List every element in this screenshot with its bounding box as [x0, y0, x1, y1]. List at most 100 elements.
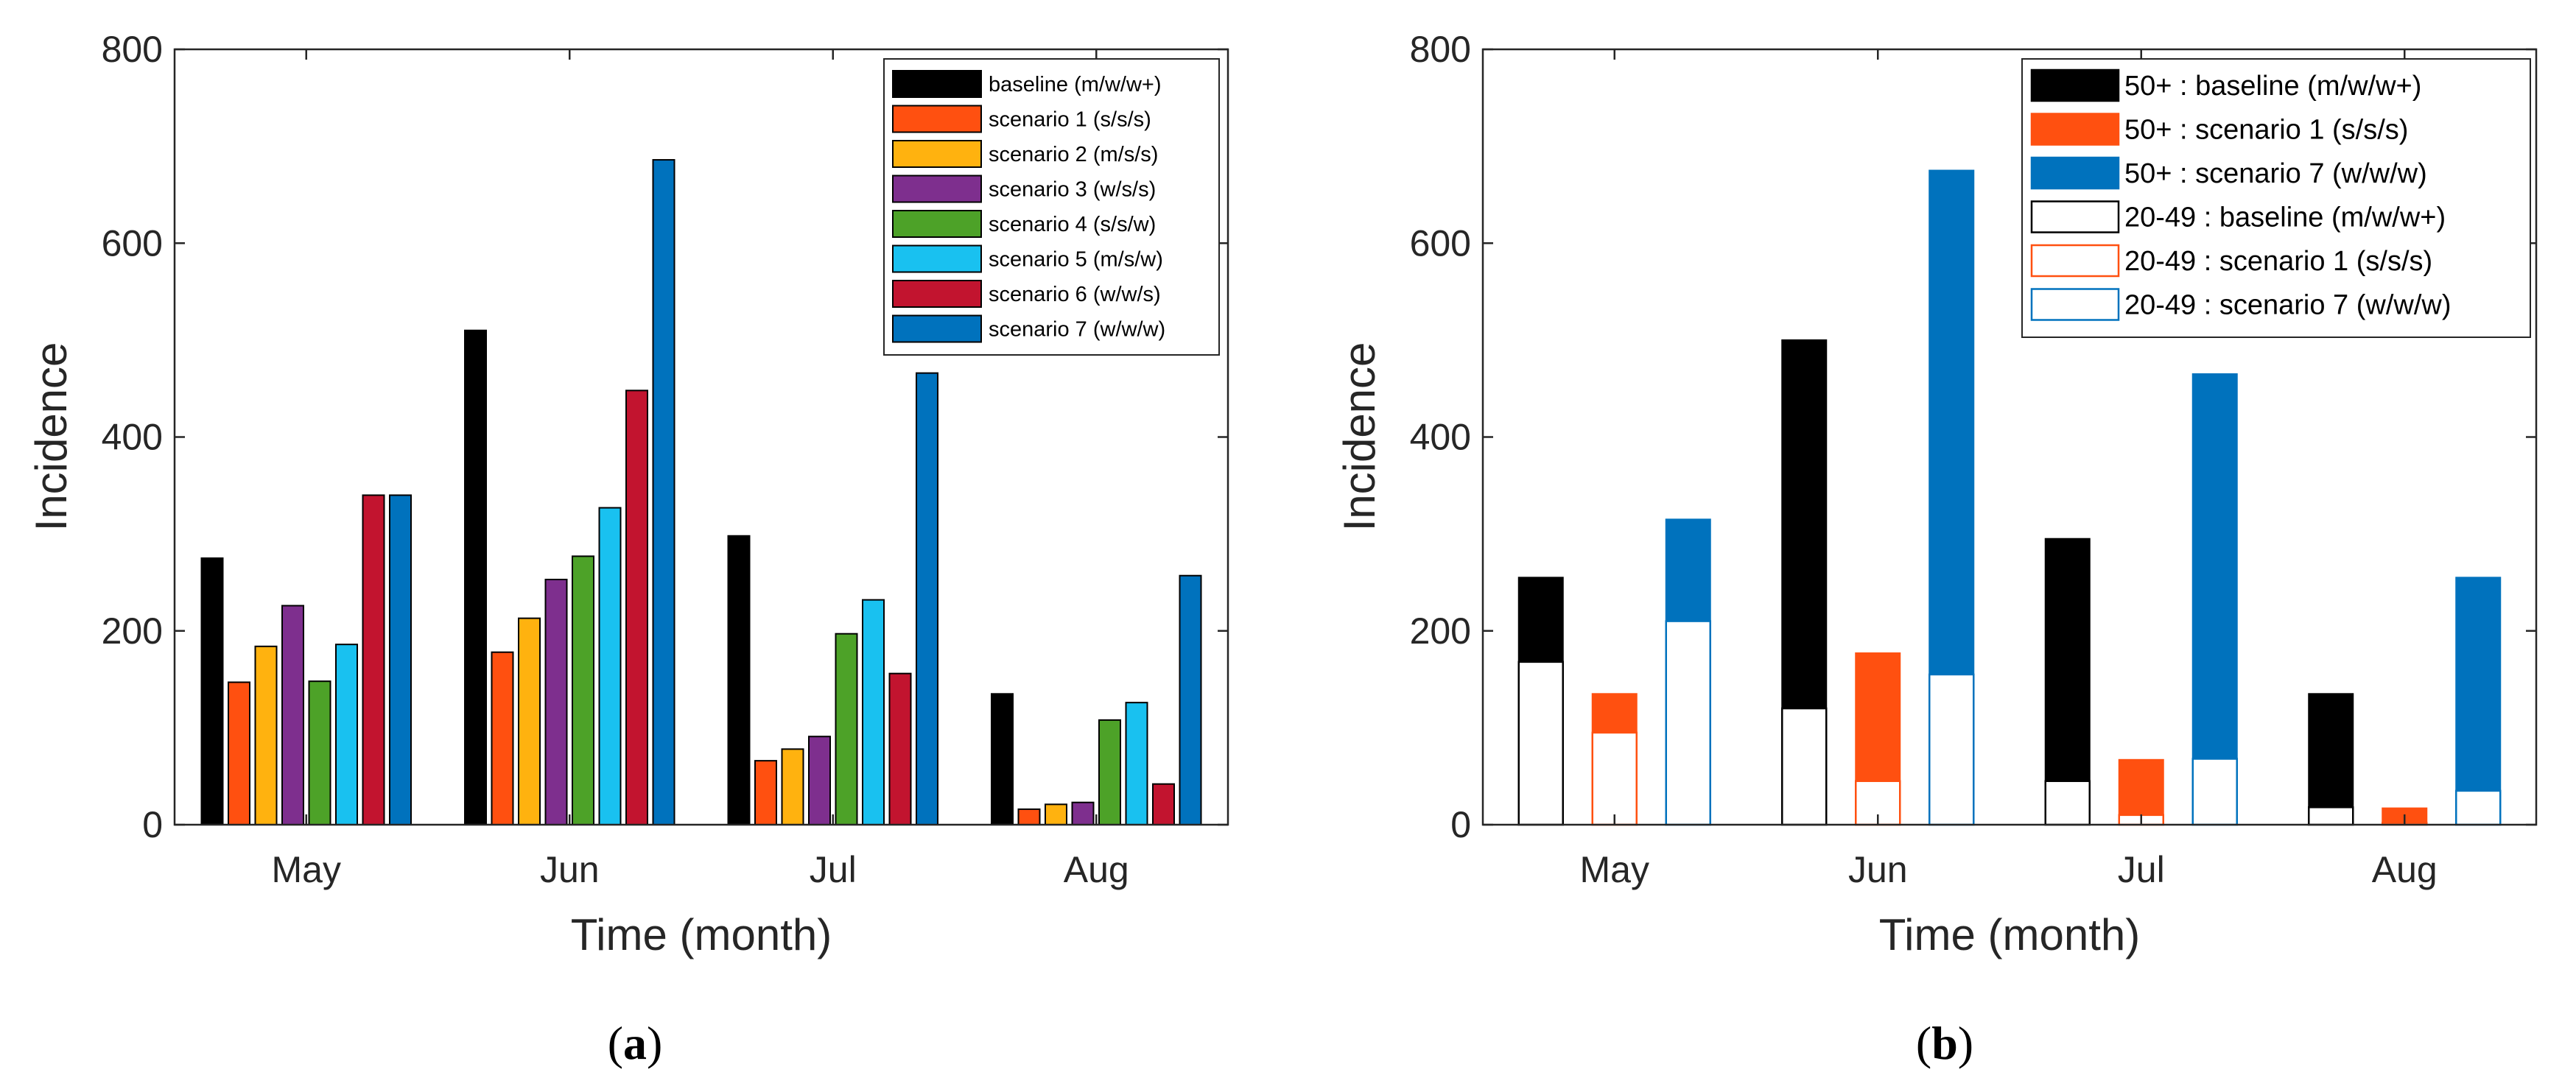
chart-b-bar-50plus: [1781, 339, 1828, 710]
chart-a-bar: [916, 372, 938, 825]
chart-a-bar: [308, 680, 331, 825]
chart-b-legend-label: 50+ : scenario 1 (s/s/s): [2124, 115, 2408, 146]
chart-a-legend-label: scenario 7 (w/w/w): [989, 318, 1165, 342]
chart-b-bar-50plus: [2191, 373, 2238, 760]
chart-a: 0 200 400 600 800 May Jun Jul Aug Time (month) I…: [27, 29, 1229, 1069]
chart-a-bar: [362, 494, 385, 825]
chart-a-legend-label: scenario 1 (s/s/s): [989, 108, 1151, 132]
chart-b-xtick-label: May: [1580, 849, 1649, 890]
chart-a-legend-swatch: [892, 175, 982, 203]
chart-a-bar: [888, 672, 912, 825]
chart-a-bar: [1179, 574, 1202, 825]
chart-a-ytick-label: 0: [142, 804, 163, 845]
chart-b-xtick-label: Jul: [2118, 849, 2165, 890]
chart-a-legend-box: [883, 58, 1220, 356]
chart-a-ytick-label: 400: [102, 417, 163, 458]
chart-b-bar-50plus: [2308, 693, 2354, 809]
chart-a-bar: [464, 329, 487, 825]
chart-a-bar: [572, 555, 594, 825]
chart-a-legend-label: scenario 4 (s/s/w): [989, 213, 1156, 236]
panel-a-label: (a): [608, 1017, 663, 1069]
chart-b-ytick-label: 400: [1410, 417, 1471, 458]
chart-a-legend-swatch: [892, 140, 982, 168]
chart-a-legend: baseline (m/w/w+) scenario 1 (s/s/s) scena…: [883, 58, 1220, 356]
chart-b-ytick-label: 800: [1410, 29, 1471, 70]
chart-a-bar: [991, 693, 1014, 826]
chart-b-legend-swatch: [2030, 244, 2120, 278]
chart-b-ylabel: Incidence: [1335, 342, 1384, 532]
chart-b-legend-label: 20-49 : scenario 1 (s/s/s): [2124, 246, 2432, 277]
chart-a-legend-label: scenario 2 (m/s/s): [989, 143, 1158, 166]
chart-a-bar: [544, 578, 568, 826]
chart-b-bar-50plus: [1665, 518, 1711, 622]
chart-a-bar: [1152, 783, 1175, 826]
chart-a-legend-label: scenario 6 (w/w/s): [989, 283, 1161, 306]
chart-b-legend-label: 50+ : scenario 7 (w/w/w): [2124, 158, 2427, 189]
chart-a-xtick-label: May: [272, 849, 341, 890]
chart-a-xlabel: Time (month): [571, 910, 832, 959]
chart-b-legend-label: 20-49 : scenario 7 (w/w/w): [2124, 290, 2452, 321]
chart-a-bar: [491, 651, 514, 826]
chart-a-bar: [754, 760, 777, 825]
chart-b-legend-label: 50+ : baseline (m/w/w+): [2124, 71, 2421, 102]
chart-b-legend-swatch: [2030, 200, 2120, 233]
chart-a-legend-swatch: [892, 280, 982, 308]
chart-b-bar-20-49: [1929, 673, 1975, 826]
chart-a-xtick-label: Jun: [540, 849, 600, 890]
chart-a-ytick-label: 800: [102, 29, 163, 70]
chart-a-bar: [625, 390, 648, 825]
chart-b-xtick-label: Aug: [2372, 849, 2438, 890]
chart-a-bar: [598, 507, 622, 825]
chart-a-ytick-label: 200: [102, 610, 163, 652]
chart-b-bar-20-49: [1517, 661, 1564, 826]
chart-a-ylabel: Incidence: [27, 342, 76, 532]
chart-b-bar-20-49: [2044, 780, 2091, 826]
chart-a-bar: [727, 535, 751, 825]
chart-b-bar-20-49: [2308, 806, 2354, 826]
chart-a-xtick-label: Aug: [1064, 849, 1129, 890]
chart-b-legend-swatch: [2030, 68, 2120, 102]
chart-a-bar: [1098, 719, 1121, 825]
chart-b-xlabel: Time (month): [1879, 910, 2141, 959]
chart-a-legend-label: baseline (m/w/w+): [989, 73, 1162, 96]
chart-a-legend-swatch: [892, 70, 982, 98]
chart-b-legend-label: 20-49 : baseline (m/w/w+): [2124, 202, 2446, 233]
chart-b-bar-20-49: [2455, 789, 2502, 826]
chart-b-bar-50plus: [2118, 758, 2164, 816]
chart-a-bar: [1045, 803, 1067, 826]
chart-b-bar-50plus: [1855, 652, 1901, 782]
chart-a-legend-label: scenario 5 (m/s/w): [989, 248, 1163, 272]
chart-a-bar: [254, 645, 278, 825]
chart-b-bar-20-49: [1781, 707, 1828, 826]
chart-a-legend-swatch: [892, 244, 982, 273]
chart-b-legend-swatch: [2030, 288, 2120, 321]
chart-b-legend-swatch: [2030, 156, 2120, 190]
chart-a-bar: [335, 644, 358, 825]
chart-b: 0 200 400 600 800 May Jun Jul Aug Time (month) I…: [1335, 29, 2538, 1069]
chart-b-bar-50plus: [2044, 538, 2091, 782]
chart-a-bar: [228, 681, 250, 825]
chart-b-bar-50plus: [1591, 693, 1638, 733]
chart-b-legend: 50+ : baseline (m/w/w+) 50+ : scenario 1 …: [2021, 58, 2531, 338]
chart-b-ytick-label: 600: [1410, 222, 1471, 264]
chart-b-ytick-label: 0: [1450, 804, 1471, 845]
chart-a-xtick-label: Jul: [810, 849, 857, 890]
chart-a-bar: [1017, 808, 1041, 825]
chart-a-bar: [835, 633, 858, 825]
chart-b-bar-20-49: [1665, 620, 1711, 826]
chart-b-ytick-label: 200: [1410, 610, 1471, 652]
chart-a-bar: [518, 617, 541, 825]
chart-b-bar-50plus: [1929, 169, 1975, 675]
chart-b-legend-swatch: [2030, 113, 2120, 146]
chart-a-bar: [808, 736, 831, 825]
chart-b-bar-20-49: [1591, 731, 1638, 826]
chart-b-xtick-label: Jun: [1848, 849, 1908, 890]
chart-a-legend-swatch: [892, 210, 982, 238]
chart-a-bar: [281, 605, 304, 826]
chart-a-bar: [781, 748, 804, 826]
chart-a-ticks: 0 200 400 600 800 May Jun Jul Aug: [102, 29, 1228, 890]
chart-a-legend-swatch: [892, 314, 982, 343]
chart-a-legend-label: scenario 3 (w/s/s): [989, 178, 1156, 202]
chart-b-bar-50plus: [1517, 577, 1564, 663]
